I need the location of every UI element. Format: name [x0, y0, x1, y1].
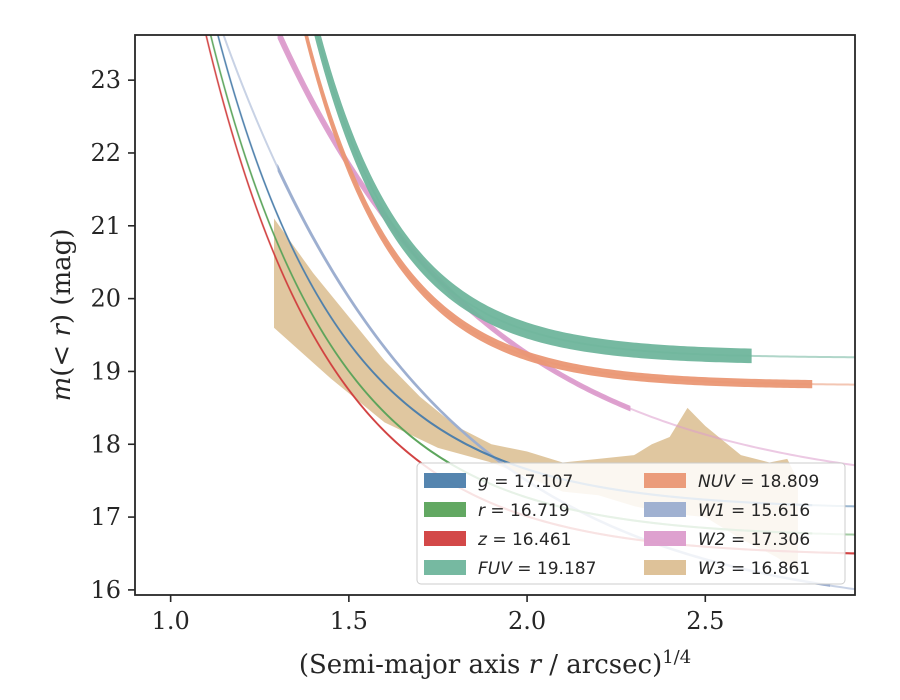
x-tick-label: 2.5 [686, 607, 724, 635]
legend-entry-r: r = 16.719 [424, 501, 570, 521]
legend-label: W1 = 15.616 [698, 501, 810, 521]
legend-frame [416, 462, 846, 585]
plot-frame [134, 34, 856, 596]
x-tick-label: 2.0 [508, 607, 546, 635]
legend-label: z = 16.461 [477, 530, 571, 550]
legend-swatch [424, 502, 466, 517]
x-axis-title: (Semi-major axis r / arcsec)1/4 [299, 647, 691, 680]
series-nuv [304, 35, 855, 389]
model-nuv-line [305, 35, 855, 386]
legend-label: W2 = 17.306 [698, 530, 810, 550]
legend-swatch [644, 531, 686, 546]
y-tick-label: 20 [90, 285, 121, 313]
legend-entry-w3: W3 = 16.861 [644, 559, 810, 579]
legend-swatch [644, 473, 686, 488]
series-fuv [314, 35, 855, 364]
y-tick-label: 23 [90, 66, 121, 94]
model-g-line [216, 35, 855, 508]
legend-swatch [424, 560, 466, 575]
legend-swatch [644, 560, 686, 575]
legend-label: NUV = 18.809 [698, 472, 819, 492]
series-w2 [277, 35, 855, 467]
legend-swatch [424, 473, 466, 488]
y-tick-label: 22 [90, 139, 121, 167]
y-tick-label: 21 [90, 212, 121, 240]
model-w2-line [278, 35, 855, 467]
legend-entry-z: z = 16.461 [424, 530, 571, 550]
legend-entry-w1: W1 = 15.616 [644, 501, 810, 521]
legend-entry-fuv: FUV = 19.187 [424, 559, 596, 579]
legend-entry-g: g = 17.107 [424, 472, 573, 492]
y-tick-label: 18 [90, 430, 121, 458]
ticks-layer: 1.0 1.5 2.0 2.5 16 17 18 19 20 21 22 23 [90, 66, 724, 635]
legend-label: FUV = 19.187 [478, 559, 596, 579]
band-nuv-area [304, 35, 813, 389]
legend-entry-w2: W2 = 17.306 [644, 530, 810, 550]
y-tick-label: 17 [90, 503, 121, 531]
legend: g = 17.107 r = 16.719 z = 16.461 FUV = 19.1… [416, 462, 846, 585]
legend-label: r = 16.719 [478, 501, 570, 521]
legend-entry-nuv: NUV = 18.809 [644, 472, 819, 492]
legend-label: g = 17.107 [478, 472, 573, 492]
y-tick-label: 16 [90, 576, 121, 604]
legend-label: W3 = 16.861 [698, 559, 810, 579]
series-g [216, 35, 855, 508]
model-fuv-line [316, 35, 855, 359]
legend-swatch [424, 531, 466, 546]
y-axis-title: m(< r) (mag) [47, 229, 77, 402]
x-tick-label: 1.5 [330, 607, 368, 635]
band-g-area [217, 35, 813, 507]
x-tick-label: 1.0 [152, 607, 190, 635]
y-tick-label: 19 [90, 357, 121, 385]
legend-swatch [644, 502, 686, 517]
